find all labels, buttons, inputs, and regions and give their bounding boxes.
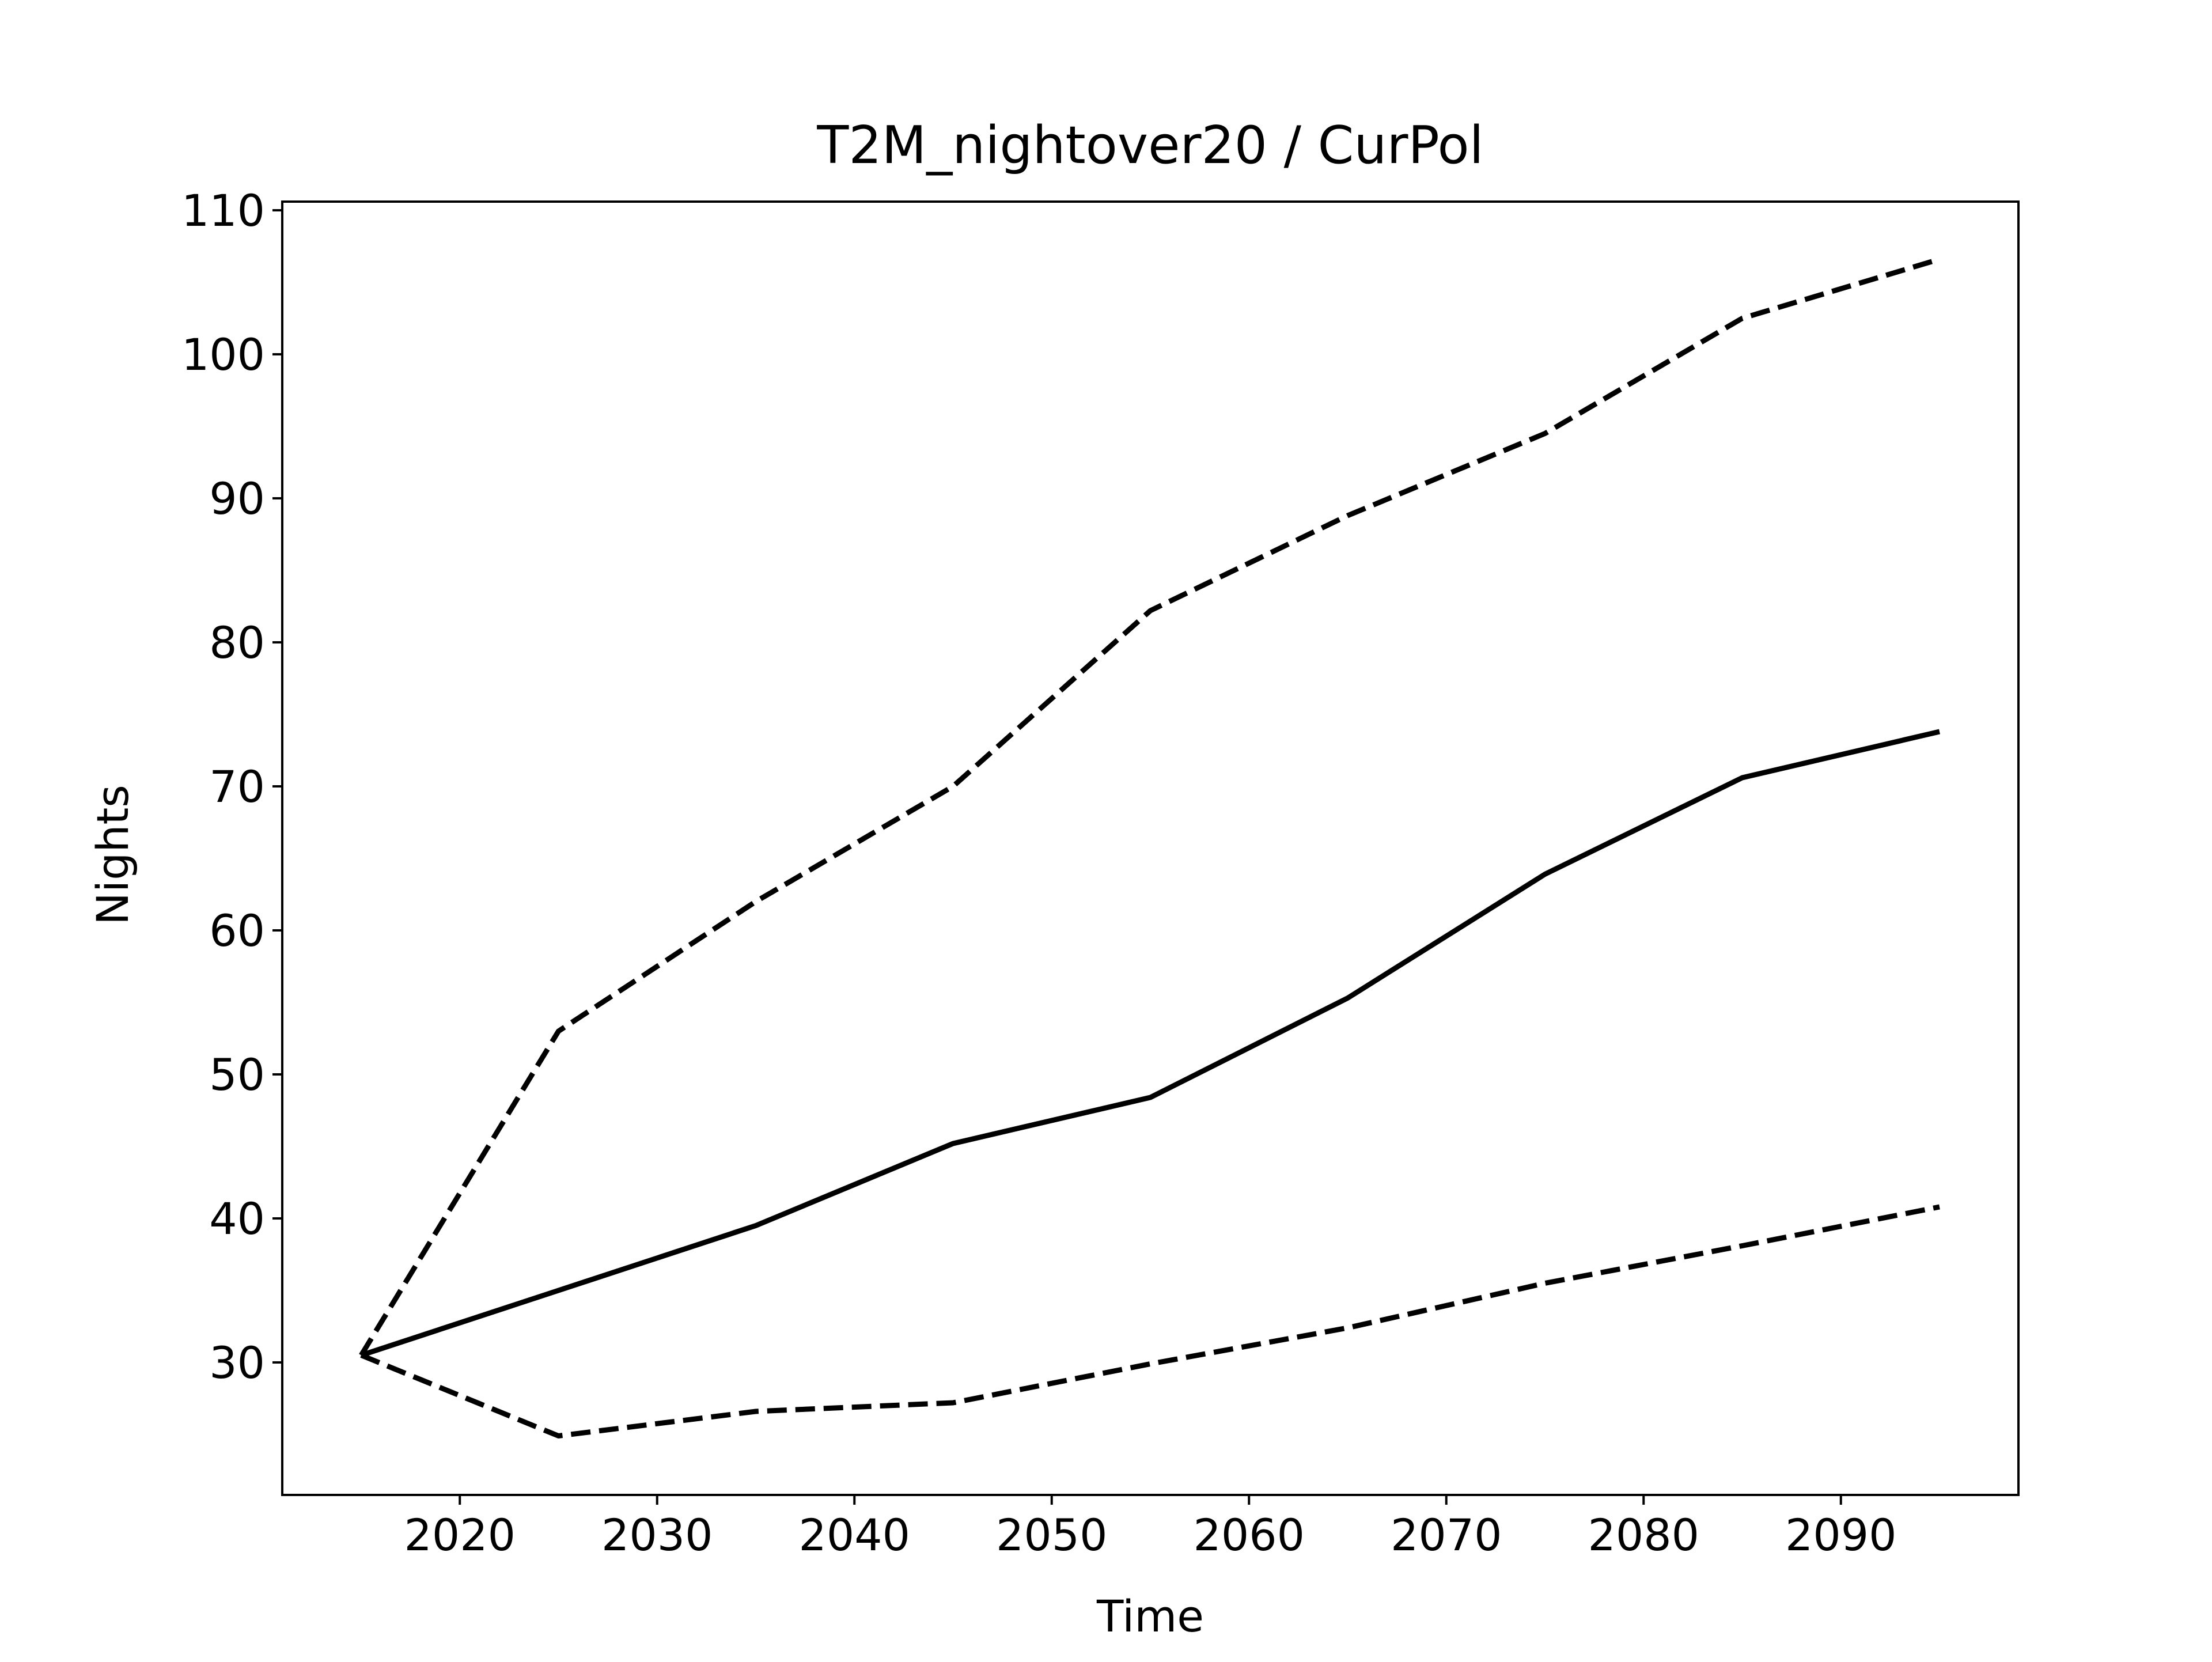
x-tick-label: 2030 [601, 1509, 713, 1561]
x-tick-label: 2040 [799, 1509, 910, 1561]
dashed-series-line-0 [359, 256, 1941, 1357]
x-tick-label: 2060 [1194, 1509, 1305, 1561]
y-axis-label: Nights [87, 785, 138, 925]
y-tick-label: 70 [209, 761, 265, 812]
x-axis-label: Time [1096, 1591, 1204, 1642]
x-tick-label: 2070 [1391, 1509, 1502, 1561]
axis-ticks: 2020 2030 2040 2050 2060 2070 2080 2090 30 40 50 60… [181, 185, 1897, 1561]
plot-area-frame [281, 200, 2020, 1496]
y-tick-label: 30 [209, 1337, 265, 1388]
x-tick-label: 2020 [404, 1509, 516, 1561]
y-tick-label: 60 [209, 905, 265, 956]
y-tick-label: 110 [181, 185, 265, 236]
y-tick-label: 40 [209, 1193, 265, 1244]
solid-series-line-1 [360, 729, 1941, 1358]
y-tick-label: 90 [209, 473, 265, 524]
y-tick-label: 80 [209, 617, 265, 668]
y-tick-label: 50 [209, 1049, 265, 1100]
x-tick-label: 2090 [1785, 1509, 1896, 1561]
y-tick-label: 100 [181, 329, 265, 380]
x-tick-label: 2080 [1588, 1509, 1699, 1561]
series-lines [359, 256, 1941, 1438]
chart-title: T2M_nightover20 / CurPol [816, 115, 1483, 176]
x-tick-label: 2050 [996, 1509, 1107, 1561]
